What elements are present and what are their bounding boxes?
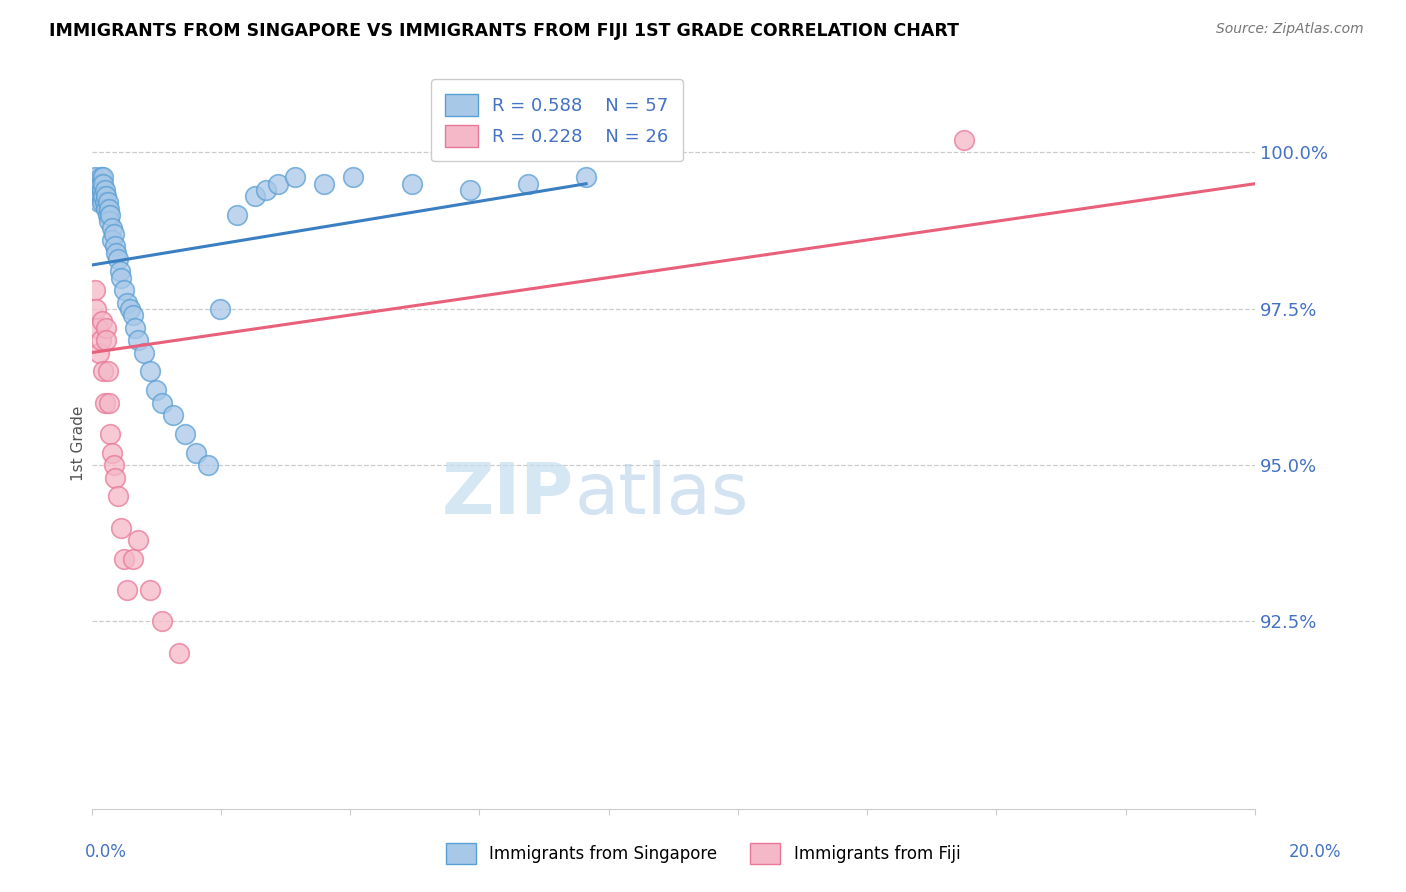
Point (516, 177, 538, 191)
Point (96, 320, 118, 334)
Point (93, 189, 115, 203)
Point (267, 177, 290, 191)
Point (121, 308, 143, 322)
Point (105, 245, 128, 260)
Point (953, 133, 976, 147)
Point (103, 458, 125, 472)
Point (112, 552, 135, 566)
Text: IMMIGRANTS FROM SINGAPORE VS IMMIGRANTS FROM FIJI 1ST GRADE CORRELATION CHART: IMMIGRANTS FROM SINGAPORE VS IMMIGRANTS … (49, 22, 959, 40)
Point (101, 445, 124, 459)
Point (100, 426, 122, 441)
Point (118, 301, 141, 316)
Point (110, 521, 132, 535)
Point (100, 208, 122, 222)
Point (186, 445, 208, 459)
Point (150, 395, 173, 409)
Point (254, 183, 277, 197)
Point (97, 208, 120, 222)
Point (208, 301, 231, 316)
Point (93, 364, 115, 378)
Point (101, 220, 124, 235)
Point (98, 202, 121, 216)
Point (98, 395, 121, 409)
Point (86, 189, 108, 203)
Point (139, 583, 162, 598)
Point (167, 646, 190, 660)
Point (115, 295, 138, 310)
Point (87, 177, 110, 191)
Point (121, 552, 143, 566)
Point (93, 170, 115, 185)
Point (98, 214, 121, 228)
Point (83, 283, 105, 297)
Legend: Immigrants from Singapore, Immigrants from Fiji: Immigrants from Singapore, Immigrants fr… (439, 837, 967, 871)
Point (104, 470, 127, 484)
Point (103, 227, 125, 241)
Point (96, 189, 118, 203)
Point (83, 170, 105, 185)
Point (575, 170, 598, 185)
Point (104, 239, 127, 253)
Point (87, 345, 110, 359)
Point (139, 364, 162, 378)
Point (97, 364, 120, 378)
Point (89, 170, 111, 185)
Point (458, 183, 481, 197)
Text: 0.0%: 0.0% (84, 843, 127, 861)
Text: atlas: atlas (575, 460, 749, 529)
Point (107, 252, 129, 266)
Point (145, 383, 167, 397)
Point (91, 195, 114, 210)
Point (162, 408, 184, 422)
Point (112, 283, 135, 297)
Point (107, 489, 129, 503)
Point (342, 170, 364, 185)
Point (127, 533, 149, 548)
Point (89, 177, 111, 191)
Point (124, 320, 146, 334)
Point (110, 270, 132, 285)
Text: Source: ZipAtlas.com: Source: ZipAtlas.com (1216, 22, 1364, 37)
Point (284, 170, 307, 185)
Point (197, 458, 219, 472)
Point (93, 177, 115, 191)
Point (86, 320, 108, 334)
Point (134, 345, 156, 359)
Point (150, 615, 173, 629)
Point (93, 183, 115, 197)
Point (91, 314, 114, 328)
Point (127, 333, 149, 347)
Point (89, 189, 111, 203)
Point (173, 426, 195, 441)
Point (243, 189, 266, 203)
Point (96, 202, 118, 216)
Point (108, 264, 131, 278)
Point (97, 195, 120, 210)
Point (91, 183, 114, 197)
Point (96, 333, 118, 347)
Point (89, 333, 111, 347)
Point (87, 195, 110, 210)
Point (86, 177, 108, 191)
Point (86, 301, 108, 316)
Point (226, 208, 249, 222)
Point (101, 233, 124, 247)
Point (314, 177, 336, 191)
Text: ZIP: ZIP (443, 460, 575, 529)
Point (93, 395, 115, 409)
Point (115, 583, 138, 598)
Point (401, 177, 423, 191)
Y-axis label: 1st Grade: 1st Grade (72, 406, 86, 481)
Point (86, 183, 108, 197)
Text: 20.0%: 20.0% (1288, 843, 1341, 861)
Point (93, 195, 115, 210)
Legend: R = 0.588    N = 57, R = 0.228    N = 26: R = 0.588 N = 57, R = 0.228 N = 26 (432, 79, 683, 161)
